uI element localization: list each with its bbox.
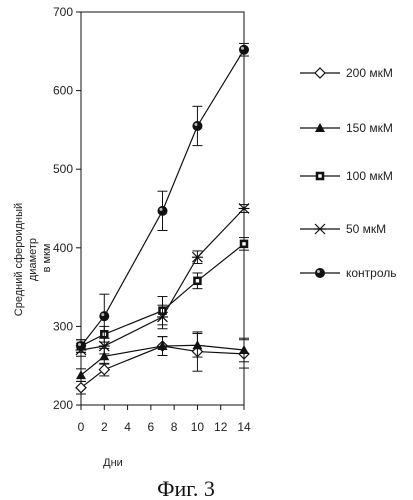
y-tick-label: 500	[53, 162, 73, 176]
data-point	[192, 340, 203, 350]
x-tick-label: 4	[124, 420, 131, 434]
y-tick-label: 200	[53, 398, 73, 412]
data-point	[157, 205, 168, 216]
data-point	[157, 311, 168, 323]
series-3	[75, 203, 250, 357]
legend-item-3: 50 мкМ	[300, 222, 386, 236]
legend-item-0: 200 мкМ	[300, 66, 393, 80]
legend-label: контроль	[346, 266, 397, 280]
data-point	[75, 381, 87, 394]
series-group	[75, 42, 250, 395]
y-tick-label: 700	[53, 5, 73, 19]
x-tick-label: 0	[78, 420, 85, 434]
legend-marker	[314, 223, 326, 235]
x-tick-label: 6	[148, 420, 155, 434]
square-marker-center	[318, 174, 322, 178]
circle-marker-highlight	[317, 270, 320, 273]
data-point	[98, 340, 110, 352]
x-axis-label: Дни	[103, 457, 123, 469]
square-marker-center	[195, 279, 200, 283]
circle-marker-highlight	[101, 313, 105, 317]
circle-marker-body	[239, 44, 249, 55]
legend-label: 50 мкМ	[346, 222, 386, 236]
circle-marker-body	[99, 311, 110, 322]
circle-marker-highlight	[78, 343, 81, 347]
data-point	[192, 120, 203, 131]
data-point	[239, 239, 249, 249]
x-tick-label: 8	[171, 420, 178, 434]
data-point	[239, 344, 249, 354]
legend-item-4: контроль	[300, 266, 397, 280]
circle-marker-highlight	[194, 122, 198, 126]
series-2	[76, 237, 249, 353]
legend-marker	[315, 123, 325, 132]
x-tick-label: 2	[101, 420, 108, 434]
legend-item-2: 100 мкМ	[300, 169, 393, 183]
data-point	[193, 276, 202, 286]
data-point	[99, 311, 110, 322]
series-4	[76, 42, 249, 353]
data-point	[238, 203, 250, 214]
legend-label: 150 мкМ	[346, 121, 393, 135]
data-point	[239, 44, 249, 55]
circle-marker-body	[315, 268, 325, 278]
y-axis-label: Средний сфероидный диаметр в мкм	[13, 200, 53, 316]
legend-label: 200 мкМ	[346, 66, 393, 80]
legend-marker	[314, 67, 326, 79]
legend-marker	[315, 268, 325, 278]
y-tick-label: 600	[53, 84, 73, 98]
y-tick-label: 400	[53, 241, 73, 255]
x-tick-label: 14	[237, 420, 251, 434]
ticks: 200 300 400 500 600 700 0 2 4 6 8 10 12 14	[53, 5, 251, 434]
square-marker-center	[242, 242, 246, 246]
series-1	[76, 332, 249, 382]
figure-caption: Фиг. 3	[157, 476, 215, 500]
data-point	[99, 351, 110, 361]
data-point	[191, 251, 203, 263]
data-point	[157, 341, 168, 351]
legend-item-1: 150 мкМ	[300, 121, 393, 135]
circle-marker-highlight	[159, 207, 163, 211]
circle-marker-body	[157, 205, 168, 216]
data-point	[76, 341, 86, 352]
y-tick-label: 300	[53, 319, 73, 333]
legend: 200 мкМ 150 мкМ 100 мкМ 50 мкМ контроль	[300, 66, 397, 280]
circle-marker-highlight	[241, 46, 244, 50]
x-tick-label: 12	[214, 420, 228, 434]
circle-marker-body	[192, 120, 203, 131]
data-point	[98, 363, 111, 376]
x-tick-label: 10	[191, 420, 205, 434]
legend-marker	[315, 171, 325, 181]
data-point	[76, 370, 86, 380]
legend-label: 100 мкМ	[346, 169, 393, 183]
circle-marker-body	[76, 341, 86, 352]
